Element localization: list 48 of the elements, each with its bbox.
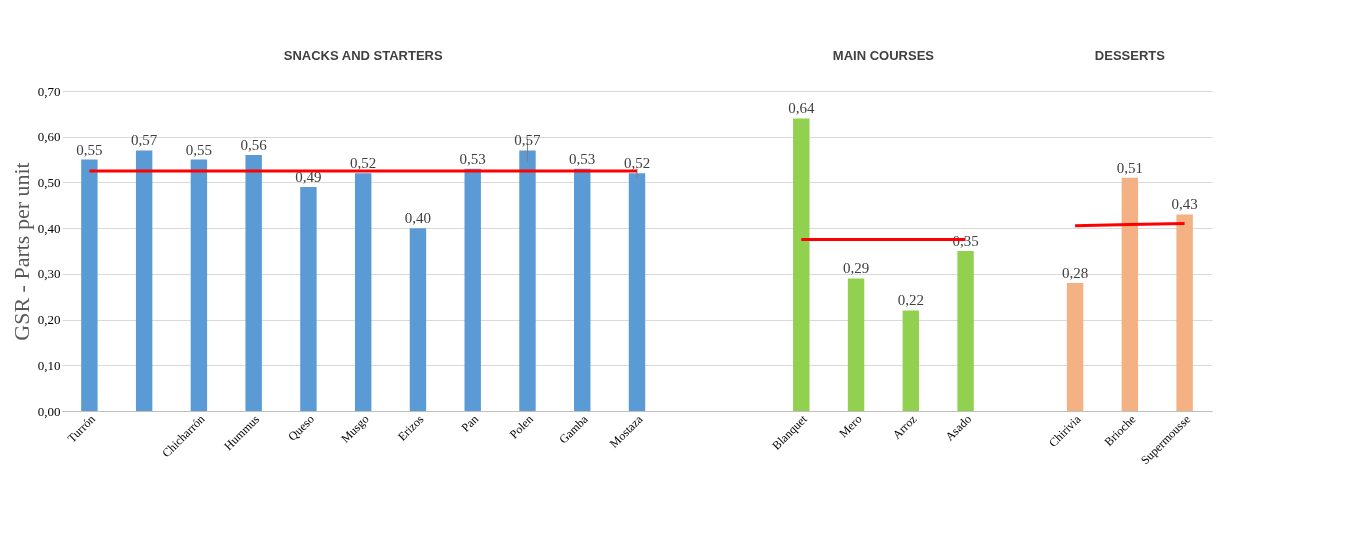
x-tick-label: Pan xyxy=(458,412,482,435)
bar xyxy=(1176,214,1193,411)
bar xyxy=(957,251,974,411)
y-tick-label: 0,40 xyxy=(37,220,61,236)
data-label: 0,53 xyxy=(459,150,486,167)
bar xyxy=(847,278,865,411)
data-label: 0,51 xyxy=(1116,159,1143,176)
data-label: 0,28 xyxy=(1061,265,1089,281)
data-label: 0,52 xyxy=(623,155,651,172)
bar xyxy=(81,159,98,411)
data-label: 0,49 xyxy=(295,169,322,185)
y-tick-label: 0,10 xyxy=(37,357,61,373)
y-tick-label: 0,30 xyxy=(37,266,61,282)
bar xyxy=(519,150,536,411)
bar xyxy=(464,168,481,411)
text: MAIN COURSES xyxy=(832,48,935,63)
data-label: 0,52 xyxy=(350,155,377,172)
bar xyxy=(300,187,317,411)
text: DESSERTS xyxy=(1094,48,1166,63)
bar xyxy=(354,173,372,411)
data-label: 0,22 xyxy=(897,292,924,309)
bar xyxy=(628,173,646,411)
bar xyxy=(135,150,153,411)
text: SNACKS AND STARTERS xyxy=(283,48,443,63)
data-label: 0,40 xyxy=(404,210,432,227)
bar xyxy=(793,118,810,411)
bar xyxy=(1066,283,1084,411)
bar xyxy=(902,310,920,411)
data-label: 0,56 xyxy=(240,137,268,153)
data-label: 0,57 xyxy=(514,132,542,149)
data-label: 0,64 xyxy=(788,100,815,117)
y-tick-label: 0,20 xyxy=(37,312,61,328)
y-tick-label: 0,50 xyxy=(37,174,61,190)
data-label: 0,55 xyxy=(76,141,103,158)
y-tick-label: 0,60 xyxy=(37,129,61,145)
y-tick-label: 0,70 xyxy=(37,83,61,99)
data-label: 0,43 xyxy=(1171,196,1198,213)
bar xyxy=(245,155,262,411)
bar xyxy=(1121,177,1139,411)
data-label: 0,55 xyxy=(185,141,213,158)
data-label: 0,57 xyxy=(131,132,158,149)
data-label: 0,29 xyxy=(842,260,870,277)
y-axis-title: GSR - Parts per unit xyxy=(8,162,34,341)
data-label: 0,53 xyxy=(569,150,596,167)
bar xyxy=(574,168,591,411)
bar xyxy=(409,228,427,411)
y-tick-label: 0,00 xyxy=(37,403,61,419)
bar xyxy=(190,159,208,411)
